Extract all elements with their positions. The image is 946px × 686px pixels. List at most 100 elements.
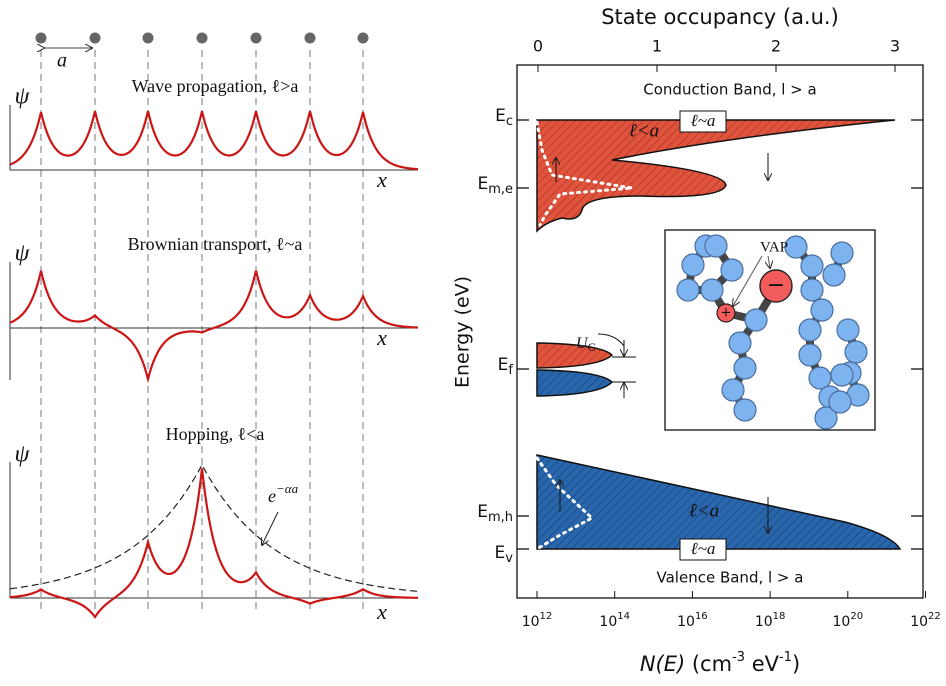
psi-label: ψ bbox=[15, 84, 31, 110]
tick-base: 10 bbox=[755, 614, 773, 630]
atom bbox=[798, 318, 822, 342]
bond bbox=[708, 284, 780, 325]
atom bbox=[798, 343, 822, 367]
charge-sign: − bbox=[767, 273, 785, 298]
lattice-label: a bbox=[57, 50, 67, 72]
tick-base: 10 bbox=[522, 614, 540, 630]
inset: − + VAP bbox=[664, 229, 876, 431]
atom bbox=[800, 278, 824, 302]
envelope-pointer bbox=[262, 511, 279, 545]
vap-pointer bbox=[733, 255, 763, 306]
level-label: Ev bbox=[495, 543, 514, 566]
lattice-site bbox=[35, 32, 47, 44]
tick-exp: 18 bbox=[773, 611, 786, 622]
atom bbox=[828, 390, 852, 414]
tick-exp: 12 bbox=[540, 611, 553, 622]
tick-base: 10 bbox=[677, 614, 695, 630]
box-label: ℓ~a bbox=[691, 539, 716, 558]
psi-label: ψ bbox=[15, 241, 31, 267]
level-sub: c bbox=[506, 114, 513, 129]
inner-label: ℓ<a bbox=[689, 500, 719, 521]
atom bbox=[676, 278, 700, 302]
x-label: x bbox=[376, 167, 387, 192]
band bbox=[536, 369, 614, 397]
level-label: Ec bbox=[495, 106, 513, 129]
atom bbox=[728, 331, 752, 355]
top-axis-title: State occupancy (a.u.) bbox=[601, 5, 839, 29]
wavefunction bbox=[9, 468, 418, 619]
axis-unit: ) bbox=[792, 652, 800, 676]
atom bbox=[700, 278, 724, 302]
box-label: ℓ~a bbox=[691, 111, 716, 130]
bottom-tick-label: 1016 bbox=[677, 611, 708, 630]
frame bbox=[516, 64, 924, 599]
atom bbox=[822, 263, 846, 287]
y-axis-title: Energy (eV) bbox=[452, 276, 474, 388]
axis-unit: (cm bbox=[685, 652, 732, 676]
tick-base: 10 bbox=[833, 614, 851, 630]
top-tick-label: 2 bbox=[771, 37, 781, 56]
level-label: Em,h bbox=[477, 502, 513, 525]
uc-sub: C bbox=[588, 340, 596, 354]
top-tick-label: 3 bbox=[890, 37, 900, 56]
atom bbox=[733, 398, 757, 422]
atom bbox=[681, 253, 705, 277]
atom bbox=[720, 258, 744, 282]
band-label: Valence Band, l > a bbox=[657, 569, 804, 587]
atom bbox=[800, 254, 824, 278]
atom bbox=[844, 340, 868, 364]
tick-exp: 16 bbox=[695, 611, 708, 622]
bottom-axis-title: N(E) (cm-3 eV-1) bbox=[640, 650, 800, 677]
panel-title: Hopping, ℓ<a bbox=[166, 424, 265, 444]
envelope-base: e bbox=[268, 486, 276, 506]
level-main: E bbox=[498, 355, 509, 375]
x-label: x bbox=[376, 325, 387, 350]
band bbox=[536, 454, 902, 550]
panel-title: Wave propagation, ℓ>a bbox=[132, 76, 299, 96]
top-tick-label: 1 bbox=[652, 37, 662, 56]
inner-label: ℓ<a bbox=[629, 120, 659, 141]
atom bbox=[721, 378, 745, 402]
panel-title: Brownian transport, ℓ~a bbox=[128, 234, 303, 254]
axis-unit: eV bbox=[745, 652, 780, 676]
vap-label: VAP bbox=[760, 239, 788, 255]
atom bbox=[830, 363, 854, 387]
level-label: Em,e bbox=[477, 174, 513, 197]
lattice-site bbox=[357, 32, 369, 44]
occupancy-dots bbox=[535, 456, 595, 551]
level-label: Ef bbox=[498, 355, 514, 378]
atom bbox=[744, 308, 768, 332]
level-sub: m,h bbox=[488, 510, 513, 525]
lattice-site bbox=[196, 32, 208, 44]
level-sub: v bbox=[505, 551, 513, 566]
lattice-site bbox=[304, 32, 316, 44]
charge-sign: + bbox=[721, 306, 732, 321]
bottom-tick-label: 1014 bbox=[599, 611, 630, 630]
lattice-site bbox=[89, 32, 101, 44]
occupancy-dots bbox=[535, 120, 633, 227]
tick-exp: 20 bbox=[850, 611, 863, 622]
bottom-tick-label: 1020 bbox=[833, 611, 864, 630]
top-tick-label: 0 bbox=[533, 37, 543, 56]
band-label: Conduction Band, l > a bbox=[643, 81, 816, 99]
uc-label: UC bbox=[576, 335, 596, 354]
lattice-site bbox=[250, 32, 262, 44]
bottom-tick-label: 1018 bbox=[755, 611, 786, 630]
band bbox=[536, 342, 614, 369]
tick-base: 10 bbox=[910, 614, 928, 630]
label-box bbox=[679, 538, 727, 561]
envelope bbox=[9, 463, 419, 592]
axis-exp: -1 bbox=[779, 650, 792, 665]
label-box bbox=[679, 110, 727, 133]
level-sub: f bbox=[508, 363, 513, 378]
uc-main: U bbox=[576, 335, 589, 352]
atom bbox=[814, 406, 838, 430]
envelope-exp: −αa bbox=[276, 481, 299, 496]
wavefunction bbox=[9, 270, 418, 384]
wavefunction bbox=[9, 110, 419, 171]
level-main: E bbox=[477, 174, 488, 194]
atom bbox=[733, 356, 757, 380]
atom bbox=[836, 318, 860, 342]
lattice-site bbox=[142, 32, 154, 44]
